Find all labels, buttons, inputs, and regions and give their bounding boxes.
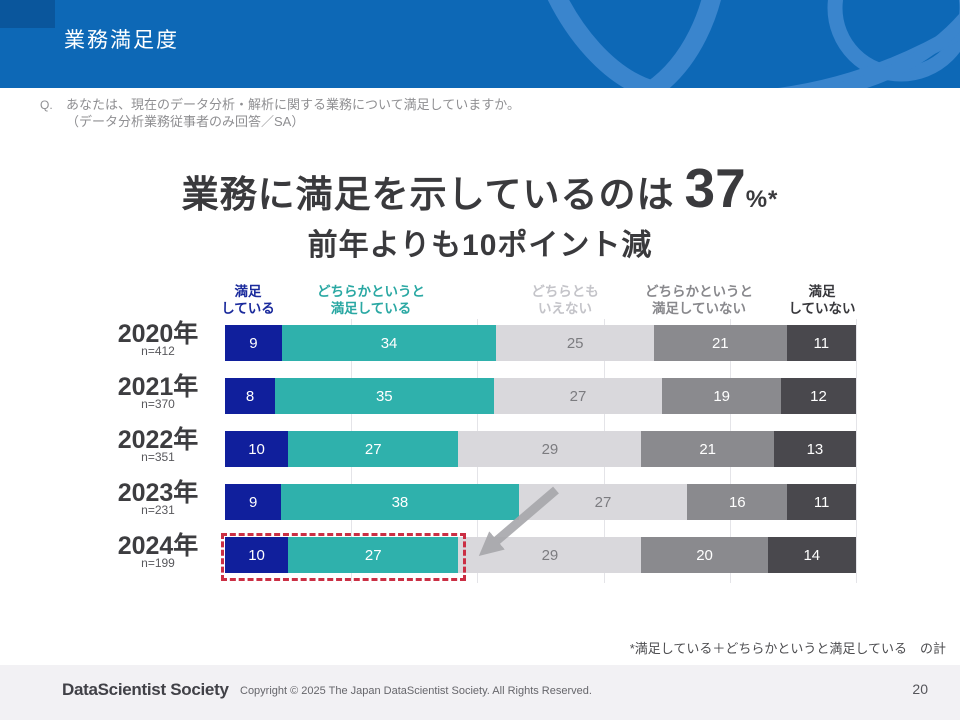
question-label: Q. — [40, 98, 53, 112]
sample-size: n=370 — [141, 397, 175, 411]
headline-unit: %* — [745, 186, 779, 213]
bar-segment: 21 — [654, 325, 787, 361]
bar-row: 10 27 29 21 13 — [225, 431, 856, 467]
year-text: 2022年 — [117, 426, 199, 454]
bar-segment: 29 — [458, 431, 642, 467]
bar-segment: 27 — [493, 378, 663, 414]
bar-segment: 19 — [662, 378, 782, 414]
bar-segment: 34 — [281, 325, 497, 361]
bar-row: 9 38 27 16 11 — [225, 484, 856, 520]
legend-label: どちらとも いえない — [531, 284, 599, 316]
footer-copyright: Copyright © 2025 The Japan DataScientist… — [240, 685, 592, 697]
bar-segment: 9 — [225, 484, 282, 520]
bar-segment: 27 — [288, 537, 459, 573]
legend-label: どちらかというと 満足している — [317, 284, 425, 316]
sample-size: n=412 — [141, 344, 175, 358]
bar-segment: 8 — [225, 378, 275, 414]
page-title: 業務満足度 — [64, 29, 179, 52]
headline-value: 37 — [684, 157, 746, 219]
bar-segment: 11 — [786, 325, 856, 361]
bar-segment: 9 — [225, 325, 282, 361]
slide-banner: 業務満足度 — [0, 0, 960, 88]
bar-segment: 27 — [288, 431, 459, 467]
legend-label: 満足 していない — [788, 284, 856, 316]
question-block: Q. あなたは、現在のデータ分析・解析に関する業務について満足していますか。 （… — [40, 96, 520, 130]
legend-label: どちらかというと 満足していない — [645, 284, 753, 316]
footnote: *満足している＋どちらかというと満足している の計 — [629, 641, 946, 656]
year-text: 2020年 — [117, 320, 199, 348]
footer-logo: DataScientist Society — [62, 680, 229, 699]
sample-size: n=199 — [141, 556, 175, 570]
bar-segment: 21 — [641, 431, 774, 467]
bar-segment: 27 — [518, 484, 688, 520]
bar-segment: 29 — [458, 537, 642, 573]
bar-segment: 14 — [767, 537, 856, 573]
bar-segment: 13 — [773, 431, 856, 467]
bar-segment: 10 — [225, 537, 289, 573]
year-label: 2023年 n=231 — [96, 480, 220, 516]
gridline — [856, 319, 857, 583]
legend-label: 満足 している — [221, 284, 275, 316]
bar-segment: 12 — [781, 378, 856, 414]
year-text: 2023年 — [117, 479, 199, 507]
bar-segment: 11 — [787, 484, 856, 520]
bar-segment: 35 — [274, 378, 494, 414]
stacked-bar-chart: 満足 している どちらかというと 満足している どちらとも いえない どちらかというと… — [221, 284, 857, 583]
page-number: 20 — [912, 681, 928, 697]
question-text: あなたは、現在のデータ分析・解析に関する業務について満足していますか。 — [66, 97, 520, 112]
banner-corner-accent — [0, 0, 55, 28]
sample-size: n=351 — [141, 450, 175, 464]
bar-segment: 25 — [496, 325, 655, 361]
year-label: 2020年 n=412 — [96, 321, 220, 357]
year-text: 2024年 — [117, 532, 199, 560]
sample-size: n=231 — [141, 503, 175, 517]
year-label: 2024年 n=199 — [96, 533, 220, 569]
bar-row: 9 34 25 21 11 — [225, 325, 856, 361]
highlight-box — [221, 533, 466, 581]
headline: 業務に満足を示しているのは 37%* 前年よりも10ポイント減 — [0, 156, 960, 264]
headline-subtitle: 前年よりも10ポイント減 — [307, 229, 653, 262]
banner-decoration-graphic — [547, 0, 960, 88]
year-label: 2021年 n=370 — [96, 374, 220, 410]
bar-row: 8 35 27 19 12 — [225, 378, 856, 414]
headline-main: 業務に満足を示しているのは 37%* — [0, 156, 960, 220]
year-label: 2022年 n=351 — [96, 427, 220, 463]
bar-segment: 16 — [687, 484, 788, 520]
bar-segment: 10 — [225, 431, 289, 467]
bar-segment: 20 — [641, 537, 768, 573]
slide-footer: DataScientist Society Copyright © 2025 T… — [0, 665, 960, 720]
question-note: （データ分析業務従事者のみ回答／SA） — [66, 114, 305, 129]
headline-prefix: 業務に満足を示しているのは — [181, 174, 675, 215]
year-text: 2021年 — [117, 373, 199, 401]
bar-segment: 38 — [281, 484, 519, 520]
